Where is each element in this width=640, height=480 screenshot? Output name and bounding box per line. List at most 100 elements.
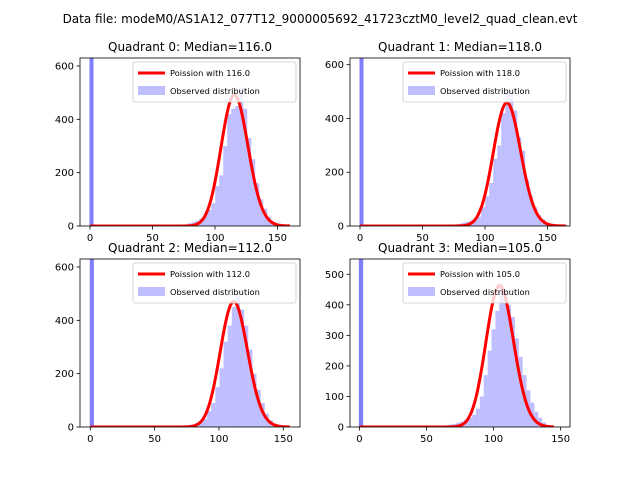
hist-bar — [211, 203, 216, 226]
subplot-title: Quadrant 1: Median=118.0 — [378, 40, 542, 54]
legend-label: Poission with 118.0 — [440, 68, 520, 78]
subplot-title: Quadrant 0: Median=116.0 — [108, 40, 272, 54]
subplot-quadrant-0: 0 50 100 150 0 200 400 600 Quadrant 0: Median=11… — [55, 40, 301, 244]
hist-bar — [215, 186, 220, 226]
hist-bar — [491, 329, 496, 427]
x-tick-label: 100 — [475, 233, 494, 244]
hist-bar-zero-spike — [359, 58, 364, 226]
y-tick-label: 0 — [68, 423, 74, 434]
plot-content — [358, 259, 555, 427]
hist-bar — [473, 219, 478, 226]
axes-frame — [79, 57, 301, 227]
hist-bar — [497, 145, 502, 226]
hist-bar — [503, 292, 508, 427]
hist-bar — [255, 183, 260, 226]
hist-bar — [251, 159, 256, 226]
hist-bar — [505, 94, 510, 226]
axes-frame — [349, 258, 571, 428]
axes-frame — [349, 57, 571, 227]
y-tick-label: 400 — [325, 114, 344, 125]
hist-bar — [235, 106, 240, 226]
x-tick-label: 50 — [416, 233, 429, 244]
legend: Poission with 105.0 Observed distribution — [402, 262, 567, 304]
hist-bar — [529, 196, 534, 226]
legend-box — [132, 61, 297, 103]
legend-label: Poission with 112.0 — [170, 269, 250, 279]
y-tick-label: 400 — [55, 115, 74, 126]
y-tick-label: 600 — [325, 60, 344, 71]
hist-bar — [243, 108, 248, 226]
y-tick-label: 200 — [325, 361, 344, 372]
y-tick-label: 400 — [325, 300, 344, 311]
poisson-curve — [359, 284, 555, 427]
hist-bar — [493, 158, 498, 226]
hist-bar — [252, 373, 257, 427]
hist-bar — [198, 421, 203, 427]
legend-label: Observed distribution — [170, 86, 260, 96]
hist-bar — [244, 325, 249, 427]
hist-bar — [489, 182, 494, 226]
y-tick-label: 200 — [55, 369, 74, 380]
y-tick-label: 200 — [55, 168, 74, 179]
subplot-title: Quadrant 2: Median=112.0 — [108, 241, 272, 255]
x-tick-label: 150 — [538, 233, 557, 244]
y-tick-label: 600 — [55, 62, 74, 73]
hist-bar — [518, 356, 523, 427]
hist-bar — [501, 113, 506, 226]
hist-bar — [487, 350, 492, 427]
hist-bar — [231, 108, 236, 226]
hist-bar — [507, 304, 511, 427]
hist-bar — [517, 137, 522, 226]
x-tick-label: 150 — [274, 434, 293, 445]
legend-hist-swatch — [408, 86, 435, 95]
legend-label: Poission with 116.0 — [170, 68, 250, 78]
legend: Poission with 112.0 Observed distribution — [132, 262, 297, 304]
subplot-quadrant-2: 0 50 100 150 0 200 400 600 Quadrant 2: Median=11… — [55, 241, 301, 445]
x-tick-label: 100 — [205, 233, 224, 244]
hist-bar — [211, 403, 216, 427]
hist-bar — [521, 150, 526, 226]
hist-bar — [483, 375, 488, 427]
legend: Poission with 116.0 Observed distribution — [132, 61, 297, 103]
hist-bar — [203, 215, 208, 226]
hist-bar — [223, 341, 228, 427]
hist-bar — [513, 110, 518, 226]
hist-bar-zero-spike — [89, 259, 94, 427]
hist-bar — [481, 207, 486, 226]
y-tick-label: 300 — [325, 331, 344, 342]
y-tick-label: 0 — [68, 222, 74, 233]
x-tick-label: 0 — [87, 434, 93, 445]
legend-hist-swatch — [408, 287, 435, 296]
hist-bar — [227, 325, 232, 427]
hist-bar — [248, 349, 253, 427]
x-tick-label: 0 — [87, 233, 93, 244]
hist-bar — [468, 417, 473, 427]
x-tick-label: 150 — [268, 233, 287, 244]
hist-bar — [538, 417, 543, 427]
x-tick-label: 50 — [148, 434, 161, 445]
y-tick-label: 400 — [55, 316, 74, 327]
hist-bar — [219, 368, 224, 427]
hist-bar — [202, 419, 208, 427]
x-tick-label: 150 — [551, 434, 570, 445]
x-tick-label: 0 — [356, 434, 362, 445]
hist-bar — [207, 411, 212, 427]
hist-bar — [534, 411, 539, 427]
legend-label: Poission with 105.0 — [440, 269, 520, 279]
y-tick-label: 600 — [55, 263, 74, 274]
legend-label: Observed distribution — [170, 287, 260, 297]
hist-bar — [215, 387, 220, 427]
y-tick-label: 0 — [338, 222, 344, 233]
legend-box — [132, 262, 297, 304]
hist-bar — [247, 138, 252, 226]
legend-hist-swatch — [138, 86, 165, 95]
hist-bar — [256, 389, 261, 427]
hist-bar — [514, 338, 519, 427]
hist-bar — [509, 91, 514, 226]
subplot-quadrant-3: 0 50 100 150 0 100 200 300 400 500 Quadrant 3: Med… — [325, 241, 571, 445]
hist-bar — [533, 207, 538, 226]
x-tick-label: 100 — [484, 434, 503, 445]
hist-bar — [510, 317, 515, 427]
axes-frame — [79, 258, 301, 428]
hist-bar — [499, 283, 504, 427]
